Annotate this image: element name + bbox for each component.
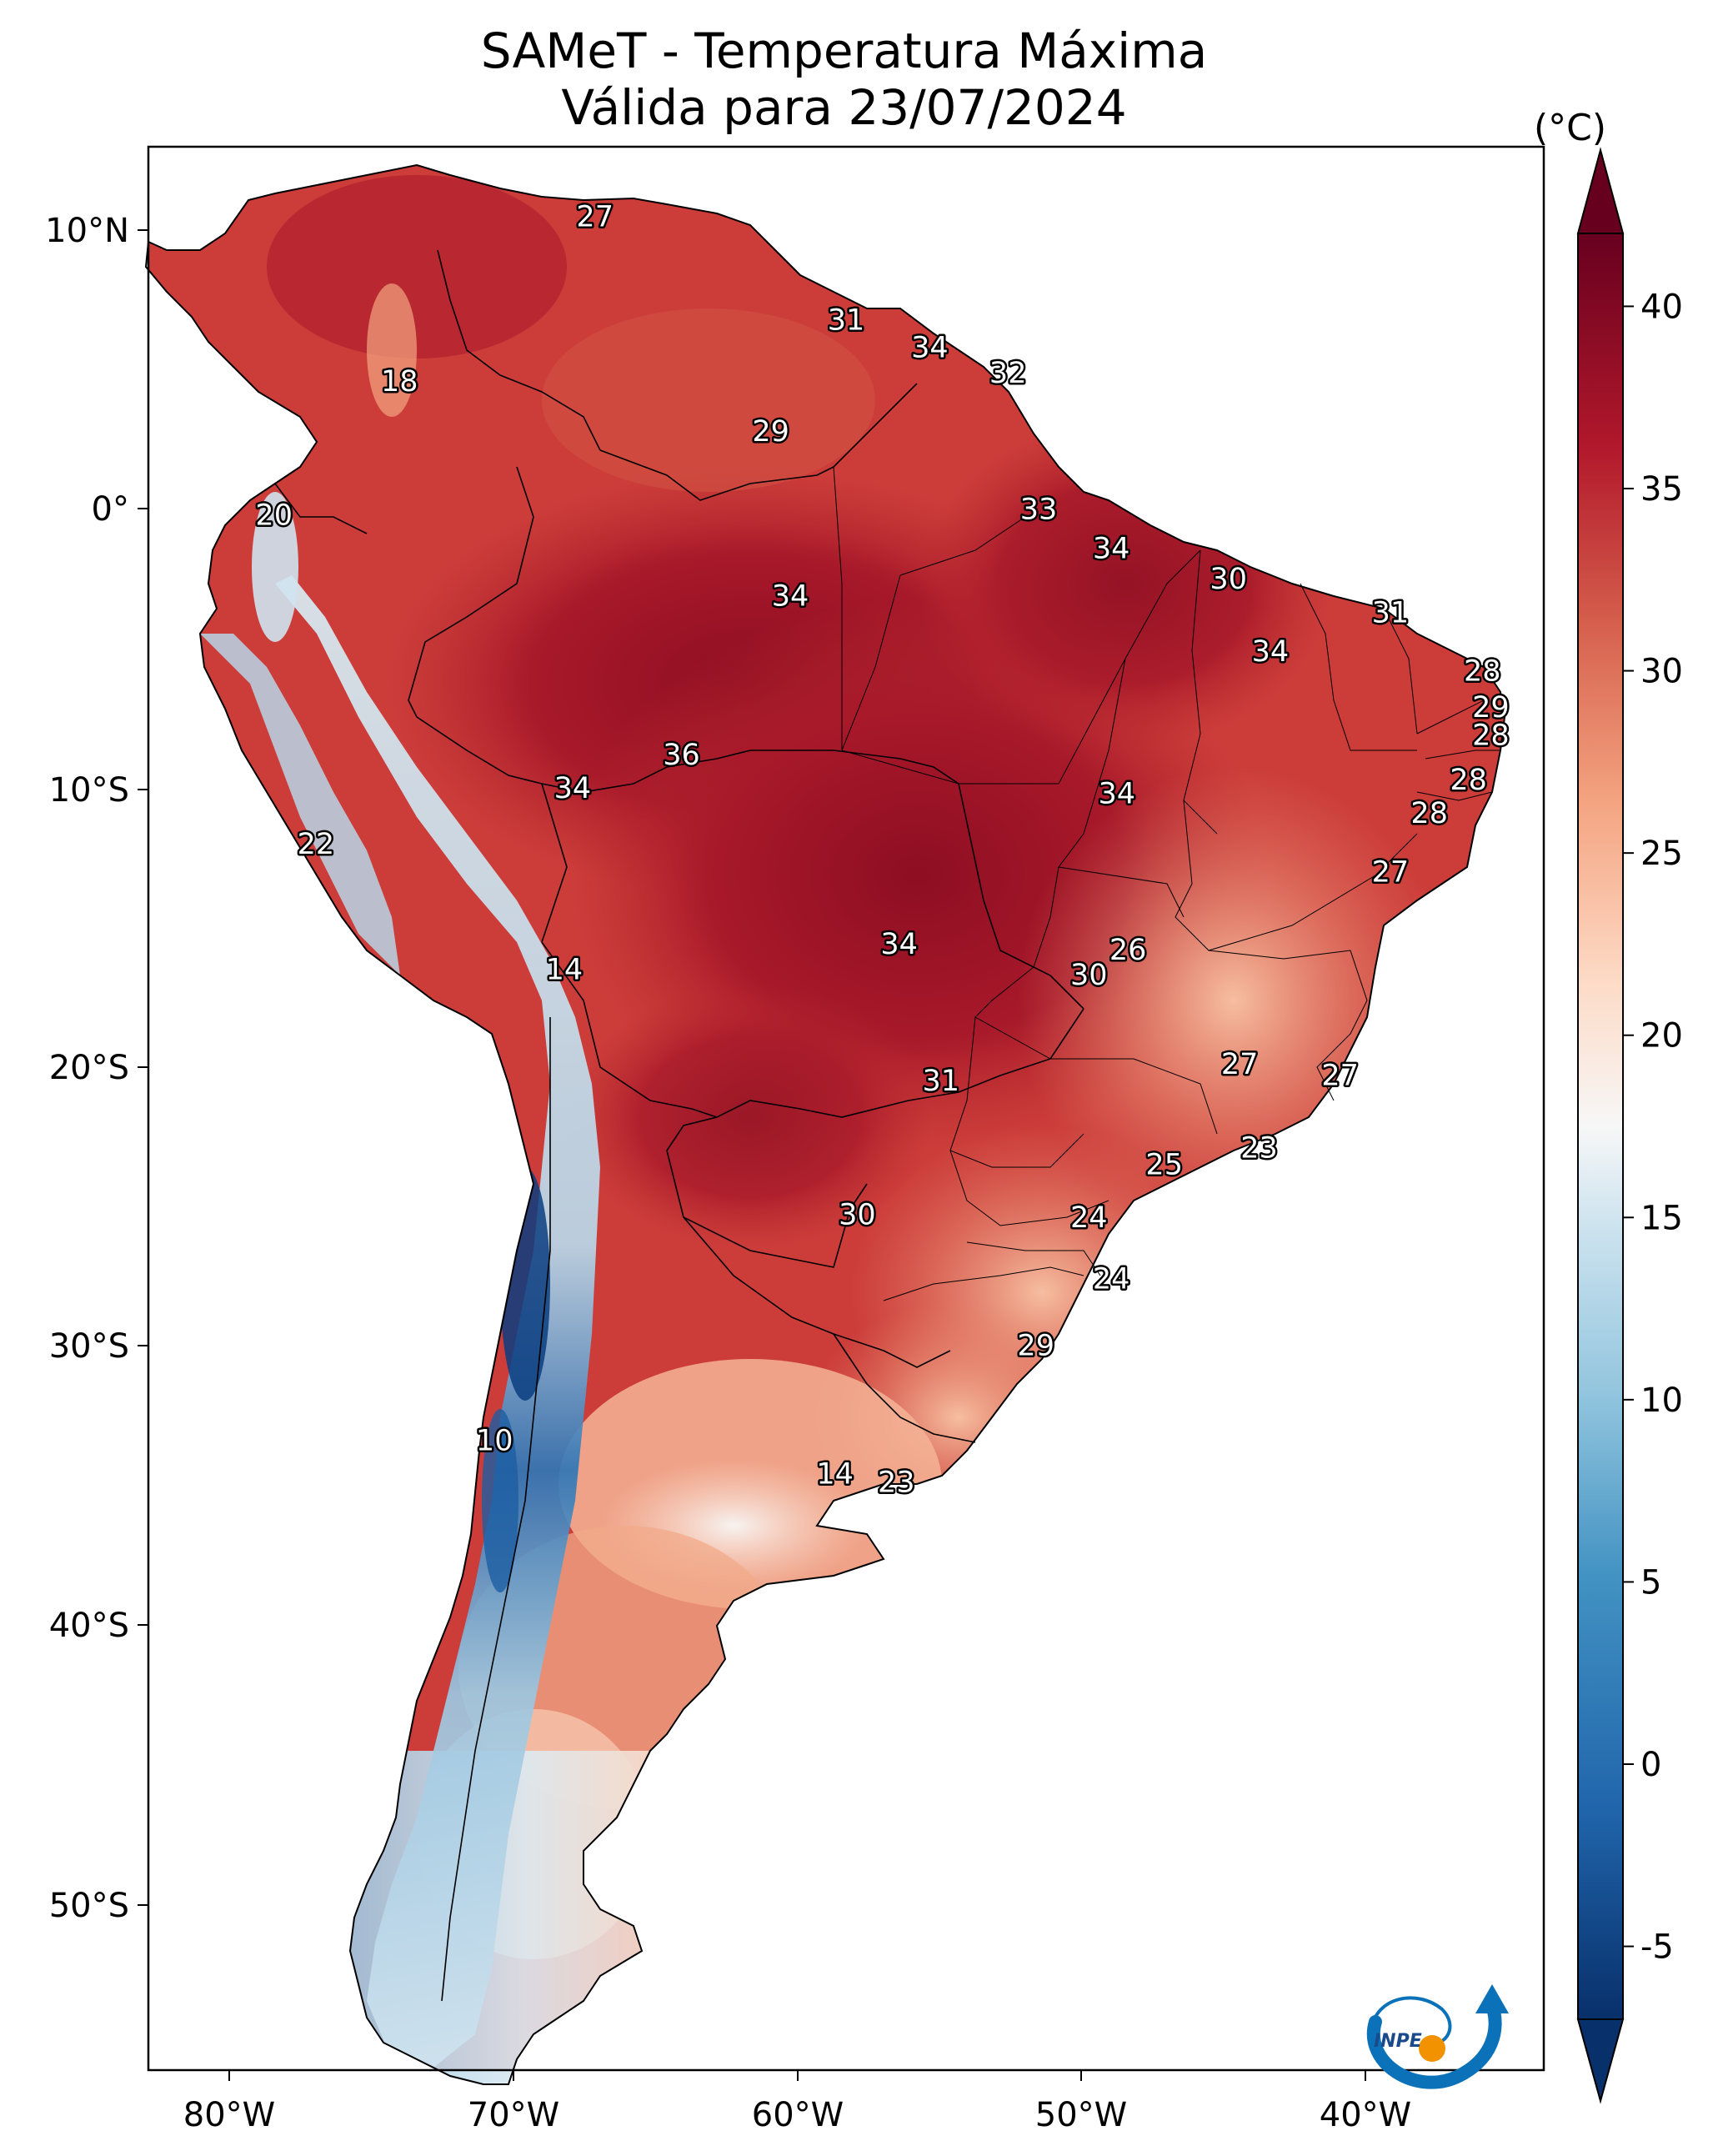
map-title: SAMeT - Temperatura Máxima [480, 23, 1208, 79]
city-value-label: 28 [1472, 720, 1510, 753]
city-value-label: 34 [554, 772, 592, 805]
lon-label-60w: 60°W [752, 2096, 844, 2134]
city-value-label: 34 [1099, 778, 1136, 811]
logo-text: INPE [1374, 2031, 1422, 2052]
city-value-label: 29 [1017, 1330, 1054, 1363]
map-border [147, 145, 1545, 2072]
city-value-label: 18 [381, 365, 418, 399]
country-borders [274, 249, 1084, 2002]
colorbar-tick-label: 30 [1640, 653, 1683, 691]
city-value-label: 28 [1450, 764, 1487, 797]
lat-label-0: 0° [92, 490, 129, 529]
city-value-label: 28 [1464, 655, 1501, 689]
city-value-label: 14 [816, 1458, 854, 1492]
city-value-label: 23 [878, 1467, 915, 1500]
city-value-label: 33 [1020, 494, 1058, 527]
colorbar-tick-label: -5 [1640, 1928, 1674, 1967]
city-value-label: 34 [911, 332, 949, 365]
city-value-label: 34 [1093, 533, 1130, 566]
lat-label-10s: 10°S [49, 771, 129, 810]
city-value-label: 30 [839, 1199, 876, 1232]
city-value-label: 20 [255, 499, 293, 532]
city-value-label: 30 [1070, 959, 1108, 992]
lat-label-20s: 20°S [49, 1049, 129, 1087]
lon-label-80w: 80°W [183, 2096, 275, 2134]
logo-swoosh-icon [1366, 1998, 1502, 2089]
city-value-label: 10 [476, 1424, 513, 1457]
city-value-label: 34 [1252, 635, 1290, 669]
lon-label-70w: 70°W [468, 2096, 559, 2134]
inpe-logo: INPE [1366, 1984, 1509, 2089]
colorbar-tick-label: 35 [1640, 470, 1683, 509]
colorbar-gradient [1578, 233, 1623, 2019]
logo-arrow-icon [1475, 1984, 1509, 2013]
city-value-label: 27 [1321, 1059, 1359, 1092]
lat-label-40s: 40°S [49, 1607, 129, 1645]
city-value-label: 31 [923, 1065, 960, 1098]
colorbar-tick-label: 25 [1640, 835, 1683, 873]
city-value-label: 24 [1070, 1201, 1108, 1235]
city-value-label: 27 [1372, 855, 1410, 889]
city-value-label: 30 [1210, 563, 1247, 596]
city-value-label: 36 [663, 739, 700, 772]
colorbar-tick-label: 0 [1640, 1746, 1661, 1784]
city-value-label: 29 [752, 415, 789, 449]
city-value-label: 31 [828, 303, 865, 337]
latitude-labels: 10°N 0° 10°S 20°S 30°S 40°S 50°S [45, 212, 129, 1925]
colorbar-tick-label: 20 [1640, 1017, 1683, 1055]
city-value-label: 31 [1372, 596, 1410, 629]
logo-dot-icon [1419, 2035, 1445, 2062]
colorbar-tick-label: 5 [1640, 1563, 1661, 1602]
colorbar-extend-bottom [1576, 2018, 1625, 2104]
axis-ticks [138, 229, 1366, 2081]
state-borders [833, 466, 1500, 1301]
colorbar: 40 35 30 25 20 15 10 5 0 -5 [1576, 147, 1683, 2104]
lat-label-50s: 50°S [49, 1887, 129, 1925]
colorbar-unit: (°C) [1534, 107, 1607, 149]
colorbar-tick-label: 40 [1640, 288, 1683, 326]
city-value-label: 25 [1145, 1148, 1183, 1181]
colorbar-tick-label: 15 [1640, 1199, 1683, 1237]
city-value-label: 24 [1093, 1263, 1130, 1296]
colorbar-extend-top [1576, 147, 1625, 234]
city-value-label: 14 [546, 953, 584, 986]
city-value-label: 22 [298, 828, 335, 861]
city-value-label: 27 [1221, 1048, 1259, 1081]
colorbar-ticks: 40 35 30 25 20 15 10 5 0 -5 [1623, 288, 1683, 1967]
city-value-label: 28 [1410, 797, 1448, 830]
lat-label-10n: 10°N [45, 212, 129, 250]
longitude-labels: 80°W 70°W 60°W 50°W 40°W [183, 2096, 1411, 2134]
city-value-label: 32 [989, 357, 1027, 390]
map-subtitle: Válida para 23/07/2024 [561, 79, 1127, 136]
lat-label-30s: 30°S [49, 1327, 129, 1366]
city-value-label: 27 [576, 201, 614, 234]
city-value-label: 34 [772, 579, 809, 613]
lon-label-50w: 50°W [1035, 2096, 1127, 2134]
lon-label-40w: 40°W [1320, 2096, 1411, 2134]
city-value-label: 26 [1109, 934, 1147, 967]
city-value-label: 29 [1472, 691, 1510, 725]
city-value-label: 34 [880, 928, 918, 961]
colorbar-tick-label: 10 [1640, 1381, 1683, 1420]
city-value-label: 23 [1240, 1131, 1278, 1165]
